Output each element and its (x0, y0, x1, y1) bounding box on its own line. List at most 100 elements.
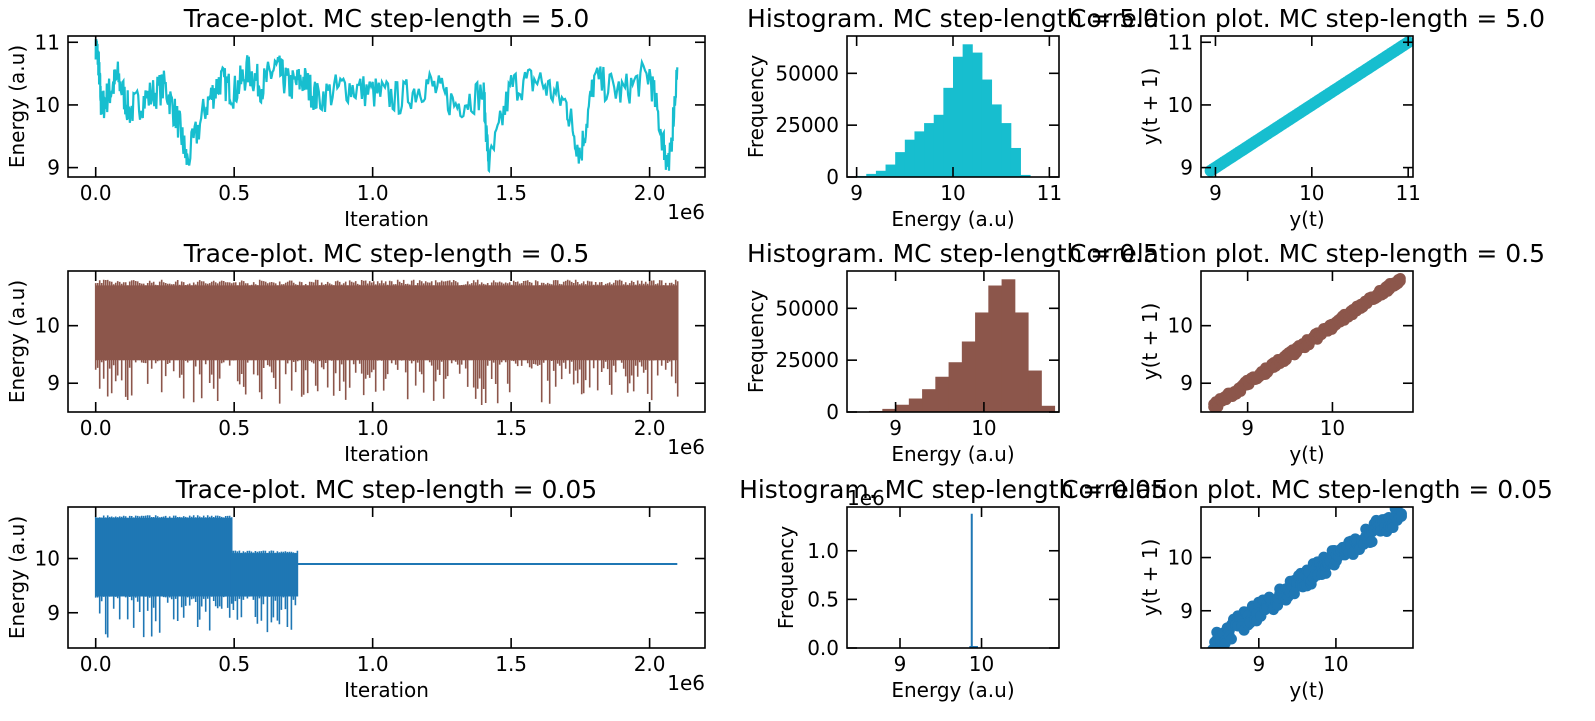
x-tick-label: 10 (1323, 652, 1348, 676)
y-axis-label: y(t + 1) (1138, 539, 1162, 616)
x-axis-label: y(t) (1289, 442, 1324, 466)
axes-frame (1200, 270, 1414, 413)
y-axis-label: y(t + 1) (1138, 303, 1162, 380)
x-tick-label: 0.5 (218, 652, 250, 676)
histogram-bar (933, 114, 944, 177)
x-tick-label: 9 (889, 416, 902, 440)
x-tick-label: 2.0 (634, 181, 666, 205)
trace-spikes-1 (94, 279, 679, 405)
x-tick-label: 1.0 (357, 181, 389, 205)
chart-panel-6: 9 10 9 10 Correlation plot. MC step-length =… (1069, 239, 1545, 466)
trace-line (94, 39, 679, 174)
axes-frame (846, 506, 1060, 649)
y-tick-label: 50000 (775, 61, 839, 85)
x-tick-label: 11 (1395, 181, 1420, 205)
y-tick-label: 10 (35, 314, 60, 338)
x-tick-label: 1.5 (495, 181, 527, 205)
x-offset-label: 1e6 (667, 435, 705, 459)
histogram-bar (922, 389, 936, 412)
y-axis-label: Frequency (744, 290, 768, 393)
x-tick-label: 2.0 (634, 416, 666, 440)
x-tick-label: 9 (1209, 181, 1222, 205)
plot-area (1204, 36, 1413, 177)
x-axis-label: Iteration (344, 678, 429, 702)
y-axis-label: Energy (a.u) (5, 45, 29, 168)
x-tick-label: 0.0 (80, 652, 112, 676)
histogram-bar (895, 404, 910, 412)
trace-spikes-2 (230, 550, 299, 633)
x-offset-label: 1e6 (667, 671, 705, 695)
scatter-point (1394, 273, 1406, 285)
y-axis-label: Energy (a.u) (5, 516, 29, 639)
x-axis-label: Iteration (344, 207, 429, 231)
x-tick-label: 10 (971, 416, 996, 440)
histogram-bar (1010, 147, 1021, 177)
x-tick-label: 9 (850, 181, 863, 205)
x-offset-label: 1e6 (667, 200, 705, 224)
axes-frame (67, 35, 706, 178)
chart-title: Histogram. MC step-length = 5.0 (747, 4, 1159, 33)
x-tick-label: 9 (1241, 416, 1254, 440)
x-tick-label: 0.5 (218, 181, 250, 205)
axes-frame (67, 506, 706, 649)
y-axis-label: y(t + 1) (1138, 68, 1162, 145)
plot-area (94, 279, 679, 405)
y-tick-label: 0 (826, 165, 839, 189)
chart-panel-9: 9 10 9 10 Correlation plot. MC step-length =… (1061, 475, 1553, 702)
chart-panel-7: 0.0 0.5 1.0 1.5 2.0 9 10 Trace-plot. MC step-le… (5, 475, 706, 702)
histogram-bar (969, 646, 974, 648)
plot-area (1208, 273, 1406, 412)
scatter-point (1225, 633, 1237, 645)
chart-panel-4: 0.0 0.5 1.0 1.5 2.0 9 10 Trace-plot. MC step-le… (5, 239, 706, 466)
y-tick-label: 0 (826, 400, 839, 424)
plot-area (94, 515, 678, 638)
histogram-bar (1001, 279, 1016, 412)
histogram-bar (948, 362, 963, 412)
chart-title: Correlation plot. MC step-length = 5.0 (1069, 4, 1545, 33)
axes-frame (1200, 506, 1414, 649)
x-tick-label: 0.5 (218, 416, 250, 440)
chart-title: Trace-plot. MC step-length = 5.0 (183, 4, 590, 33)
plot-area (969, 513, 978, 648)
histogram-bar (972, 52, 983, 177)
chart-panel-1: 0.0 0.5 1.0 1.5 2.0 9 10 11 Trace-plot. MC step-… (5, 4, 706, 231)
histogram-bar (1001, 123, 1012, 177)
chart-panel-2: 9 10 11 0 25000 50000 Histogram. MC step-lengt… (744, 4, 1159, 231)
histogram-bar (914, 131, 925, 177)
y-tick-label: 9 (1180, 371, 1193, 395)
histogram-bar (882, 408, 897, 412)
y-tick-label: 10 (1168, 546, 1193, 570)
scatter-point (1366, 536, 1378, 548)
x-axis-label: y(t) (1289, 678, 1324, 702)
chart-title: Trace-plot. MC step-length = 0.05 (175, 475, 597, 504)
chart-title: Trace-plot. MC step-length = 0.5 (183, 239, 590, 268)
y-tick-label: 9 (47, 601, 60, 625)
x-axis-label: Iteration (344, 442, 429, 466)
chart-title: Correlation plot. MC step-length = 0.05 (1061, 475, 1553, 504)
y-tick-label: 10 (1168, 93, 1193, 117)
scatter-point (1395, 510, 1407, 522)
histogram-bar (961, 341, 976, 412)
histogram-bar (866, 173, 877, 177)
y-tick-label: 25000 (775, 113, 839, 137)
chart-panel-5: 9 10 0 25000 50000 Histogram. MC step-length … (744, 239, 1159, 466)
y-tick-label: 11 (1168, 30, 1193, 54)
x-tick-label: 10 (940, 181, 965, 205)
x-tick-label: 10 (1299, 181, 1324, 205)
x-tick-label: 1.5 (495, 416, 527, 440)
y-tick-label: 10 (1168, 314, 1193, 338)
histogram-bar (991, 104, 1002, 177)
histogram-bar (981, 79, 993, 177)
chart-title: Correlation plot. MC step-length = 0.5 (1069, 239, 1545, 268)
y-tick-label: 10 (35, 93, 60, 117)
x-tick-label: 0.0 (80, 416, 112, 440)
chart-title: Histogram. MC step-length = 0.05 (739, 475, 1167, 504)
y-tick-label: 0.0 (807, 636, 839, 660)
x-tick-label: 1.0 (357, 416, 389, 440)
x-tick-label: 11 (1037, 181, 1062, 205)
y-tick-label: 10 (35, 547, 60, 571)
histogram-bar (962, 44, 973, 177)
x-tick-label: 10 (969, 652, 994, 676)
histogram-bar (1020, 174, 1031, 177)
histogram-bar (924, 123, 935, 177)
